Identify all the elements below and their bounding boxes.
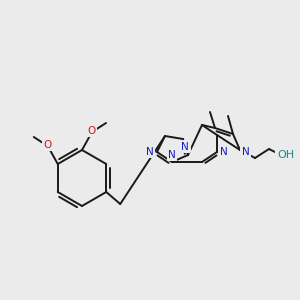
Text: N: N [241, 148, 249, 158]
Text: N: N [181, 142, 189, 152]
Text: N: N [168, 150, 176, 160]
Text: N: N [146, 147, 154, 157]
Text: N: N [168, 150, 176, 160]
Text: O: O [88, 126, 96, 136]
Text: N: N [220, 147, 228, 157]
Text: N: N [242, 147, 250, 157]
Text: N: N [146, 147, 154, 157]
Text: O: O [44, 140, 52, 150]
Text: O: O [88, 126, 96, 136]
Text: N: N [182, 141, 190, 151]
Text: OH: OH [276, 150, 294, 160]
Text: N: N [219, 147, 227, 157]
Text: OH: OH [278, 150, 295, 160]
Text: O: O [44, 140, 52, 150]
